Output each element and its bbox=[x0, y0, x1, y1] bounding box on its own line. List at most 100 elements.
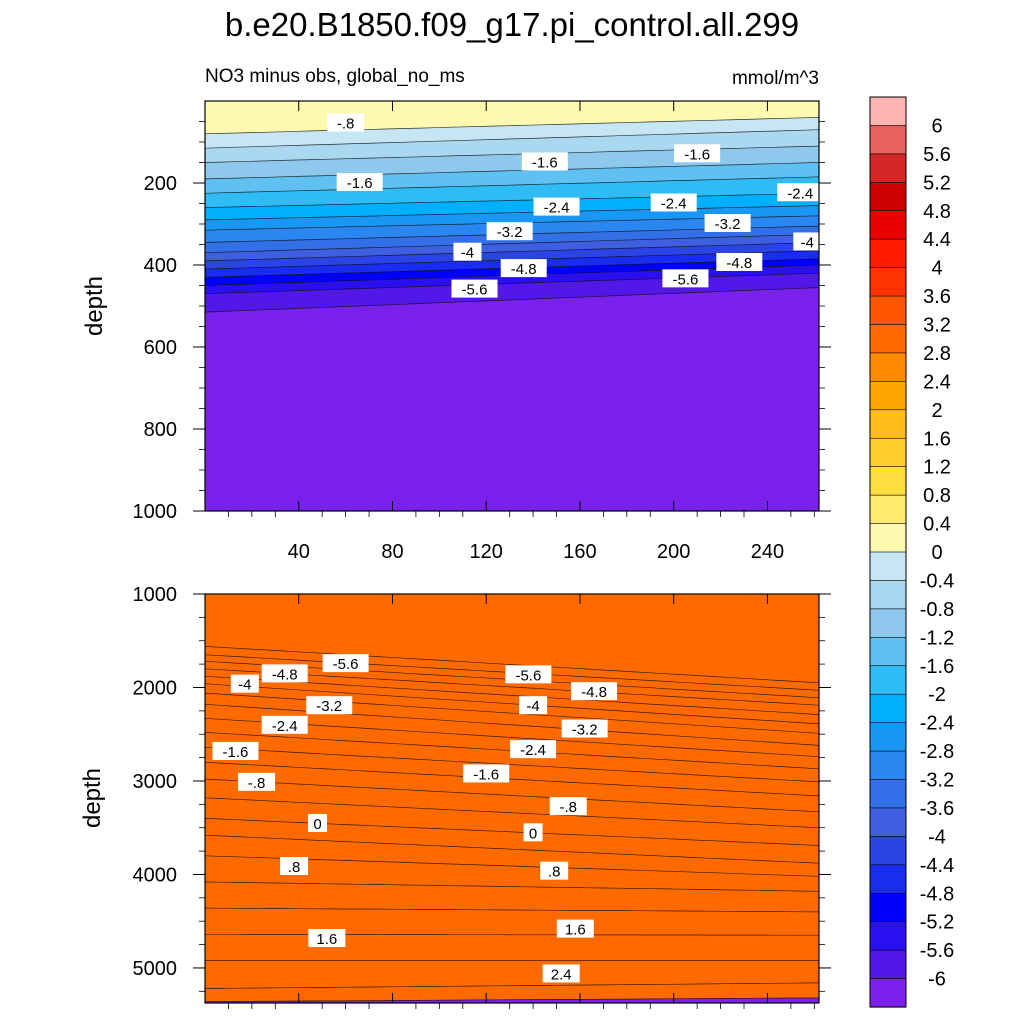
contour-line bbox=[205, 907, 819, 913]
contour-label: -3.2 bbox=[306, 696, 353, 715]
y-tick-label: 3000 bbox=[133, 771, 178, 793]
colorbar-swatch bbox=[869, 949, 907, 980]
colorbar-label: 4 bbox=[931, 258, 942, 280]
colorbar-label: 2.8 bbox=[923, 343, 951, 365]
contour-label-text: .8 bbox=[548, 864, 561, 881]
colorbar-swatch bbox=[869, 807, 907, 837]
contour-label-text: -2.4 bbox=[272, 718, 298, 735]
contour-label-box bbox=[519, 696, 548, 715]
lower-contour-plot: -5.6 -5.6 -4.8 -4.8 -4 -4 -3.2 -3.2 -2.4 -2.4 -1.6… bbox=[79, 584, 831, 1009]
y-tick-label: 800 bbox=[144, 419, 177, 441]
contour-label-box bbox=[336, 173, 383, 191]
contour-label-box bbox=[306, 696, 353, 715]
contour-label-text: -3.2 bbox=[715, 216, 741, 233]
contour-label-box bbox=[542, 964, 580, 983]
contour-label-text: -1.6 bbox=[223, 744, 249, 761]
colorbar-label: -2 bbox=[928, 684, 946, 706]
y-tick-label: 2000 bbox=[133, 677, 178, 699]
colorbar-swatch bbox=[869, 836, 907, 866]
colorbar-swatch bbox=[869, 693, 907, 724]
y-tick-label: 1000 bbox=[133, 584, 178, 606]
contour-label: -4 bbox=[519, 696, 548, 715]
contour-line bbox=[205, 129, 819, 149]
contour-label-text: .8 bbox=[288, 859, 301, 876]
colorbar-label: 5.2 bbox=[923, 172, 951, 194]
contour-label-text: -1.6 bbox=[347, 175, 373, 192]
colorbar-swatch bbox=[869, 494, 907, 525]
colorbar-label: 1.6 bbox=[923, 428, 951, 450]
y-tick-label: 1000 bbox=[133, 501, 178, 523]
colorbar-label: 0.8 bbox=[923, 485, 951, 507]
x-tick-label: 160 bbox=[563, 541, 596, 563]
contour-label: 2.4 bbox=[542, 964, 580, 983]
colorbar-label: 4.8 bbox=[923, 201, 951, 223]
contour-line bbox=[205, 272, 819, 295]
contour-label-box bbox=[327, 113, 365, 132]
contour-label-box bbox=[463, 764, 510, 783]
contour-label: -3.2 bbox=[704, 214, 751, 233]
colorbar-label: -5.6 bbox=[920, 940, 954, 962]
contour-label: .8 bbox=[280, 856, 309, 876]
lower-y-axis-label: depth bbox=[79, 768, 106, 828]
colorbar-label: -0.8 bbox=[920, 599, 954, 621]
contour-label: 1.6 bbox=[308, 928, 346, 948]
colorbar: 6 5.6 5.2 4.8 4.4 4 3.6 3.2 2.8 2.4 2 1.6 1.2 0.8 0.4 0… bbox=[869, 96, 954, 1008]
contour-label: -2.4 bbox=[261, 715, 308, 735]
colorbar-label: 3.2 bbox=[923, 315, 951, 337]
contour-label-box bbox=[308, 928, 346, 947]
contour-label: -4.8 bbox=[716, 252, 763, 272]
contour-label-box bbox=[453, 242, 482, 261]
colorbar-label: 2.4 bbox=[923, 371, 951, 393]
contour-label: -4 bbox=[793, 232, 822, 251]
contour-line bbox=[205, 176, 819, 194]
contour-label-text: -3.2 bbox=[572, 722, 598, 739]
contour-label-box bbox=[500, 259, 547, 278]
colorbar-swatch bbox=[869, 551, 907, 582]
contour-label: -4 bbox=[230, 674, 259, 694]
colorbar-label: 1.2 bbox=[923, 457, 951, 479]
x-tick-label: 40 bbox=[288, 541, 310, 563]
y-tick-label: 4000 bbox=[133, 864, 178, 886]
colorbar-swatch bbox=[869, 665, 907, 695]
contour-label-box bbox=[716, 252, 763, 271]
contour-label-box bbox=[540, 861, 569, 880]
colorbar-swatch bbox=[869, 324, 907, 354]
colorbar-swatch bbox=[869, 437, 907, 468]
contour-label: -5.6 bbox=[451, 279, 498, 299]
colorbar-label: 3.6 bbox=[923, 286, 951, 308]
colorbar-label: 6 bbox=[931, 115, 942, 137]
contour-label-box bbox=[486, 222, 533, 241]
contour-line bbox=[205, 162, 819, 180]
contour-line bbox=[205, 761, 819, 797]
contour-line bbox=[205, 881, 819, 892]
contour-label-text: -4 bbox=[461, 245, 474, 262]
contour-label: -5.6 bbox=[322, 654, 369, 673]
contour-label-box bbox=[230, 674, 259, 693]
contour-label: -.8 bbox=[238, 772, 276, 792]
colorbar-swatch bbox=[869, 864, 907, 894]
y-tick-label: 600 bbox=[144, 337, 177, 359]
contour-label-text: -1.6 bbox=[684, 146, 710, 163]
colorbar-label: -0.4 bbox=[920, 570, 954, 592]
colorbar-swatch bbox=[869, 125, 907, 155]
colorbar-swatch bbox=[869, 381, 907, 411]
contour-label-text: -.8 bbox=[248, 775, 266, 792]
x-tick-label: 80 bbox=[381, 541, 403, 563]
colorbar-swatch bbox=[869, 637, 907, 667]
contour-label-box bbox=[571, 682, 618, 701]
contour-label-text: 0 bbox=[529, 825, 537, 842]
colorbar-swatch bbox=[869, 267, 907, 297]
colorbar-swatch bbox=[869, 409, 907, 439]
colorbar-swatch bbox=[869, 182, 907, 212]
contour-label-box bbox=[556, 919, 594, 938]
contour-label-box bbox=[662, 269, 709, 288]
contour-label-box bbox=[793, 232, 822, 251]
contour-label-box bbox=[451, 279, 498, 298]
colorbar-label: -1.6 bbox=[920, 656, 954, 678]
contour-label-text: -4.8 bbox=[272, 666, 298, 683]
colorbar-swatch bbox=[869, 295, 907, 326]
colorbar-swatch bbox=[869, 352, 907, 382]
contour-label: -4.8 bbox=[261, 664, 308, 683]
contour-label-box bbox=[777, 183, 824, 202]
